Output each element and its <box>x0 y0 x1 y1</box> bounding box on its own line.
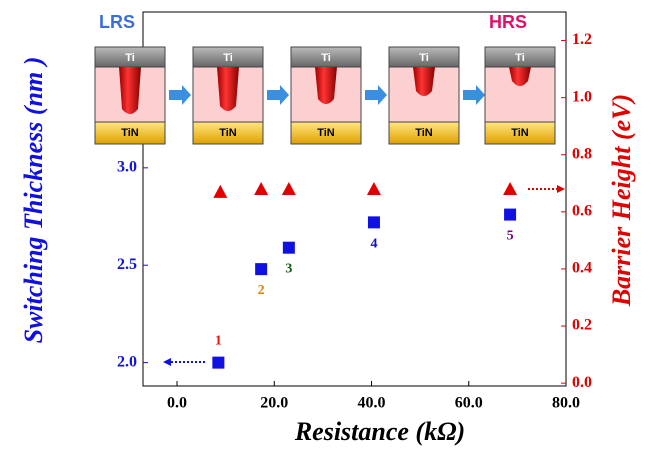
y2-tick-label: 0.2 <box>572 317 592 334</box>
annotation: LRS <box>99 12 135 32</box>
point <box>367 182 381 195</box>
arrow <box>267 85 289 105</box>
device-top-label: Ti <box>125 52 135 64</box>
device-bottom-label: TiN <box>121 127 139 139</box>
arrow <box>169 85 191 105</box>
arrow-head <box>557 185 565 193</box>
arrow <box>365 85 387 105</box>
y2-tick-label: 0.8 <box>572 145 592 162</box>
y2-tick-label: 0.0 <box>572 374 592 391</box>
point <box>254 182 268 195</box>
point-label: 1 <box>215 334 222 349</box>
point <box>283 242 295 254</box>
y2-tick-label: 0.6 <box>572 203 592 220</box>
point-label: 2 <box>258 283 265 298</box>
filament <box>119 67 141 114</box>
x-tick-label: 80.0 <box>552 395 580 412</box>
point <box>504 209 516 221</box>
x-tick-label: 20.0 <box>260 395 288 412</box>
point <box>255 263 267 275</box>
device-top-label: Ti <box>419 52 429 64</box>
device-bottom-label: TiN <box>415 127 433 139</box>
point-label: 5 <box>507 229 514 244</box>
x-tick-label: 0.0 <box>167 395 187 412</box>
x-tick-label: 40.0 <box>358 395 386 412</box>
arrow <box>463 85 485 105</box>
y2-tick-label: 0.4 <box>572 260 592 277</box>
chart: LRS HRS Resistance (kΩ) Switching Thickn… <box>0 0 652 451</box>
point <box>212 357 224 369</box>
point <box>213 185 227 198</box>
point <box>368 216 380 228</box>
device-bottom-label: TiN <box>511 127 529 139</box>
device-top-label: Ti <box>223 52 233 64</box>
y2-tick-label: 1.0 <box>572 88 592 105</box>
y2-tick-label: 1.2 <box>572 31 592 48</box>
device-bottom-label: TiN <box>317 127 335 139</box>
point-label: 4 <box>370 236 377 251</box>
y-tick-label: 3.0 <box>117 159 137 176</box>
filament <box>217 67 239 111</box>
device-bottom-label: TiN <box>219 127 237 139</box>
y-axis-title: Switching Thickness (nm ) <box>19 57 48 344</box>
y-tick-label: 2.0 <box>117 353 137 370</box>
y-tick-label: 2.5 <box>117 256 137 273</box>
device-top-label: Ti <box>515 52 525 64</box>
x-tick-label: 60.0 <box>455 395 483 412</box>
device-top-label: Ti <box>321 52 331 64</box>
x-axis-title: Resistance (kΩ) <box>294 417 465 446</box>
filament <box>315 67 337 104</box>
annotation: HRS <box>489 12 527 32</box>
point <box>282 182 296 195</box>
arrow-head <box>163 358 171 366</box>
y2-axis-title: Barrier Height (eV) <box>607 94 636 307</box>
point-label: 3 <box>285 262 292 277</box>
point <box>503 182 517 195</box>
